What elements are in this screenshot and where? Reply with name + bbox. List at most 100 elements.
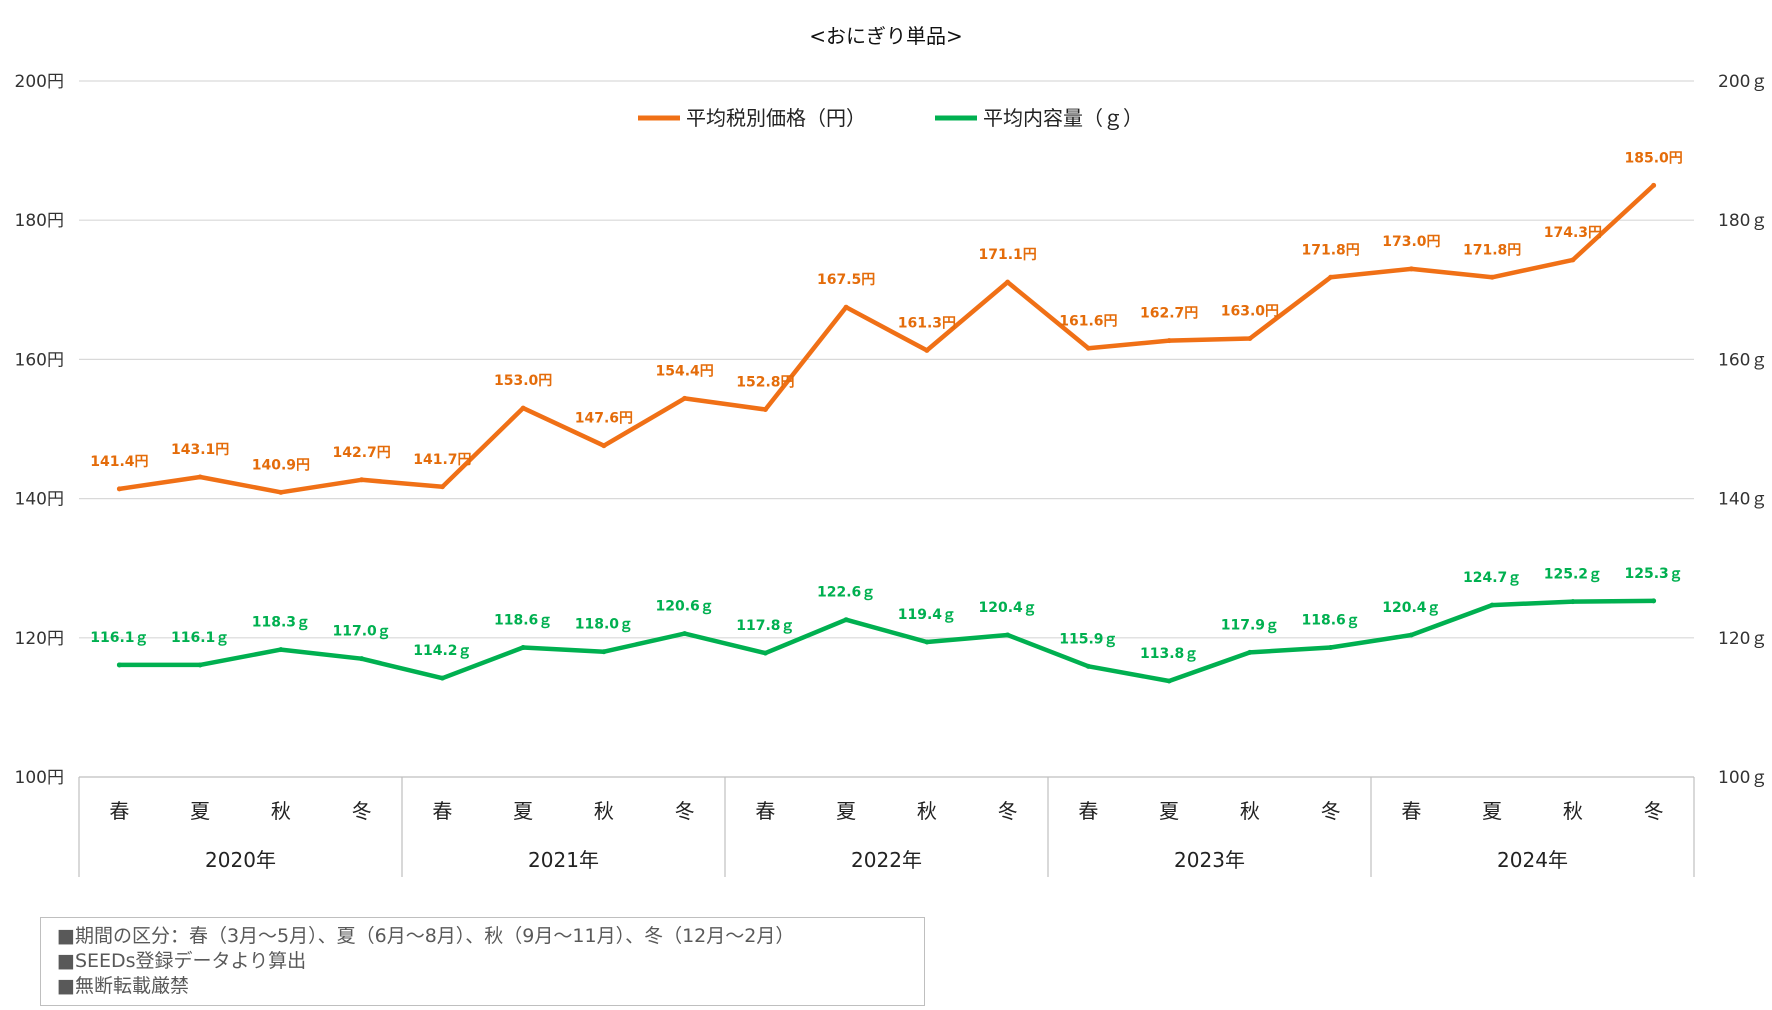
weight-point — [278, 647, 284, 653]
weight-point — [843, 617, 849, 623]
price-point — [197, 474, 203, 480]
weight-point — [359, 656, 365, 662]
price-data-label: 171.8円 — [1301, 242, 1359, 258]
weight-data-label: 120.4ｇ — [978, 600, 1036, 617]
weight-data-label: 117.9ｇ — [1221, 617, 1279, 634]
price-data-label: 152.8円 — [736, 375, 794, 391]
chart: <おにぎり単品> 100円 100ｇ 120円 120ｇ 140円 140ｇ 160円 160… — [15, 24, 1767, 877]
price-data-label: 141.4円 — [90, 454, 148, 470]
x-tick-label: 秋 — [1240, 799, 1260, 823]
weight-point — [1328, 645, 1334, 651]
weight-data-label: 120.4ｇ — [1382, 600, 1440, 617]
x-tick-label: 冬 — [675, 799, 695, 823]
x-group-label: 2022年 — [851, 848, 922, 872]
price-point — [762, 407, 768, 413]
price-point — [682, 395, 688, 401]
price-data-label: 171.1円 — [978, 247, 1036, 263]
weight-data-label: 117.8ｇ — [736, 618, 794, 635]
price-point — [116, 486, 122, 492]
y2-tick-label: 200ｇ — [1718, 72, 1767, 92]
weight-data-label: 125.2ｇ — [1544, 567, 1602, 584]
price-point — [1247, 336, 1253, 342]
weight-series-line — [117, 598, 1656, 684]
price-point — [278, 489, 284, 495]
weight-point — [1570, 599, 1576, 605]
weight-point — [1166, 678, 1172, 684]
weight-data-label: 116.1ｇ — [171, 630, 229, 647]
weight-point — [601, 649, 607, 655]
price-data-label: 174.3円 — [1544, 225, 1602, 241]
price-point — [1408, 266, 1414, 272]
price-point — [843, 304, 849, 310]
weight-point — [762, 650, 768, 656]
y-tick-label: 120円 — [15, 629, 64, 649]
price-point — [1328, 274, 1334, 280]
y-tick-label: 200円 — [15, 72, 64, 92]
weight-data-label: 122.6ｇ — [817, 585, 875, 602]
x-tick-label: 夏 — [1482, 799, 1502, 823]
y-tick-label: 160円 — [15, 350, 64, 370]
x-tick-label: 秋 — [1563, 799, 1583, 823]
legend: 平均税別価格（円） 平均内容量（ｇ） — [638, 106, 1143, 130]
x-group-label: 2023年 — [1174, 848, 1245, 872]
x-tick-label: 夏 — [513, 799, 533, 823]
weight-point — [1247, 649, 1253, 655]
y2-tick-label: 140ｇ — [1718, 490, 1767, 510]
weight-data-label: 119.4ｇ — [898, 607, 956, 624]
price-point — [1085, 345, 1091, 351]
price-data-label: 143.1円 — [171, 442, 229, 458]
x-tick-label: 春 — [109, 799, 129, 823]
weight-data-label: 118.3ｇ — [252, 615, 310, 632]
x-tick-label: 夏 — [1159, 799, 1179, 823]
y-tick-label: 140円 — [15, 490, 64, 510]
weight-point — [1408, 632, 1414, 638]
weight-data-label: 115.9ｇ — [1059, 631, 1117, 648]
note-copyright: ■無断転載厳禁 — [57, 975, 189, 997]
x-tick-label: 春 — [1401, 799, 1421, 823]
x-tick-label: 秋 — [271, 799, 291, 823]
weight-point — [439, 675, 445, 681]
weight-data-label: 125.3ｇ — [1624, 566, 1682, 583]
weight-data-label: 114.2ｇ — [413, 643, 471, 660]
price-point — [601, 443, 607, 449]
price-series-line — [117, 183, 1656, 495]
x-tick-label: 春 — [432, 799, 452, 823]
price-data-label: 142.7円 — [332, 445, 390, 461]
weight-point — [1085, 663, 1091, 669]
line-layer — [116, 182, 1657, 684]
y2-tick-label: 160ｇ — [1718, 350, 1767, 370]
x-tick-label: 冬 — [352, 799, 372, 823]
weight-data-label: 118.6ｇ — [494, 613, 552, 630]
price-data-label: 163.0円 — [1221, 304, 1279, 320]
weight-point — [1651, 598, 1657, 604]
price-data-label: 167.5円 — [817, 272, 875, 288]
price-data-label: 141.7円 — [413, 452, 471, 468]
x-tick-label: 秋 — [594, 799, 614, 823]
price-point — [1005, 279, 1011, 285]
price-point — [439, 484, 445, 490]
weight-data-label: 118.6ｇ — [1301, 613, 1359, 630]
price-point — [924, 347, 930, 353]
y2-tick-label: 120ｇ — [1718, 629, 1767, 649]
grid-layer — [79, 80, 1694, 778]
price-data-label: 153.0円 — [494, 373, 552, 389]
price-data-label: 147.6円 — [575, 411, 633, 427]
weight-data-label: 118.0ｇ — [575, 617, 633, 634]
y2-tick-label: 180ｇ — [1718, 211, 1767, 231]
weight-point — [682, 631, 688, 637]
x-tick-label: 春 — [755, 799, 775, 823]
price-data-label: 154.4円 — [655, 363, 713, 379]
notes-box: ■期間の区分：春（3月～5月）、夏（6月～8月）、秋（9月～11月）、冬（12月… — [40, 917, 925, 1006]
x-tick-label: 秋 — [917, 799, 937, 823]
legend-weight-label: 平均内容量（ｇ） — [983, 106, 1143, 130]
weight-data-label: 116.1ｇ — [90, 630, 148, 647]
axis-layer: 100円 100ｇ 120円 120ｇ 140円 140ｇ 160円 160ｇ 180円 180ｇ… — [15, 72, 1767, 877]
x-tick-label: 冬 — [998, 799, 1018, 823]
x-tick-label: 夏 — [190, 799, 210, 823]
weight-point — [116, 662, 122, 668]
price-data-label: 161.6円 — [1059, 313, 1117, 329]
y-tick-label: 100円 — [15, 768, 64, 788]
y-tick-label: 180円 — [15, 211, 64, 231]
price-point — [520, 405, 526, 411]
weight-point — [924, 639, 930, 645]
